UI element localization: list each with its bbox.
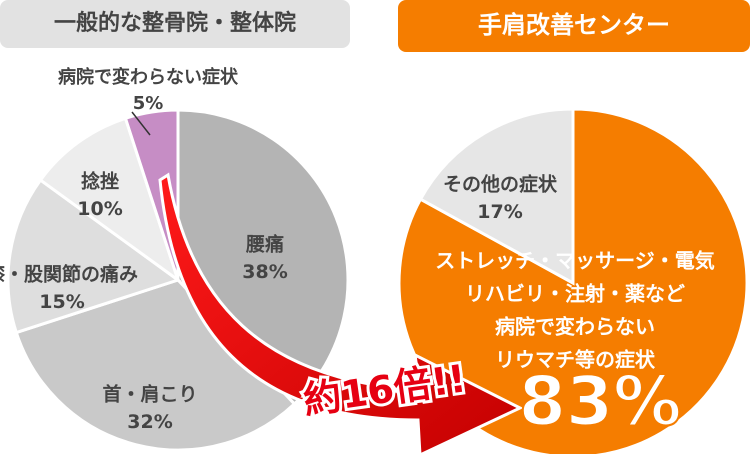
- arrow: [158, 172, 524, 454]
- pie-slice: [6, 177, 182, 335]
- value-label: 83%: [519, 363, 682, 442]
- pie-slice: [176, 108, 350, 407]
- slice-label: 捻挫: [81, 170, 119, 193]
- slice-label: リウマチ等の症状: [495, 348, 656, 372]
- value-label: 17%: [477, 201, 522, 223]
- slice-label: 病院で変わらない症状: [58, 66, 239, 88]
- value-label: 10%: [77, 198, 122, 220]
- pie-slice: [418, 107, 575, 286]
- slice-label: 首・肩こり: [102, 383, 197, 406]
- chart-title: 一般的な整骨院・整体院: [54, 10, 296, 36]
- slice-label: その他の症状: [443, 173, 558, 196]
- slice-label: リハビリ・注射・薬など: [465, 282, 685, 306]
- pies: [6, 107, 749, 454]
- labels: 腰痛 38% 首・肩こり 32% 膝・股関節の痛み 15% 捻挫 10% 病院で変わらない症状 5…: [0, 66, 715, 443]
- pie-slice: [14, 278, 297, 452]
- pie-slice: [38, 116, 181, 284]
- leader-line: [131, 111, 151, 136]
- slice-label: ストレッチ・マッサージ・電気: [435, 249, 715, 273]
- slice-label: 膝・股関節の痛み: [0, 263, 138, 286]
- title-box: [0, 0, 350, 48]
- slice-label: 腰痛: [245, 233, 284, 256]
- chart-title: 手肩改善センター: [478, 11, 670, 39]
- title-box: [398, 0, 750, 52]
- value-label: 15%: [39, 291, 84, 313]
- slice-label: 病院で変わらない: [495, 315, 655, 339]
- value-label: 32%: [127, 411, 172, 433]
- value-label: 5%: [133, 93, 164, 114]
- pie-slice: [123, 108, 180, 281]
- value-label: 38%: [242, 261, 287, 283]
- arrow-shape: [158, 172, 524, 454]
